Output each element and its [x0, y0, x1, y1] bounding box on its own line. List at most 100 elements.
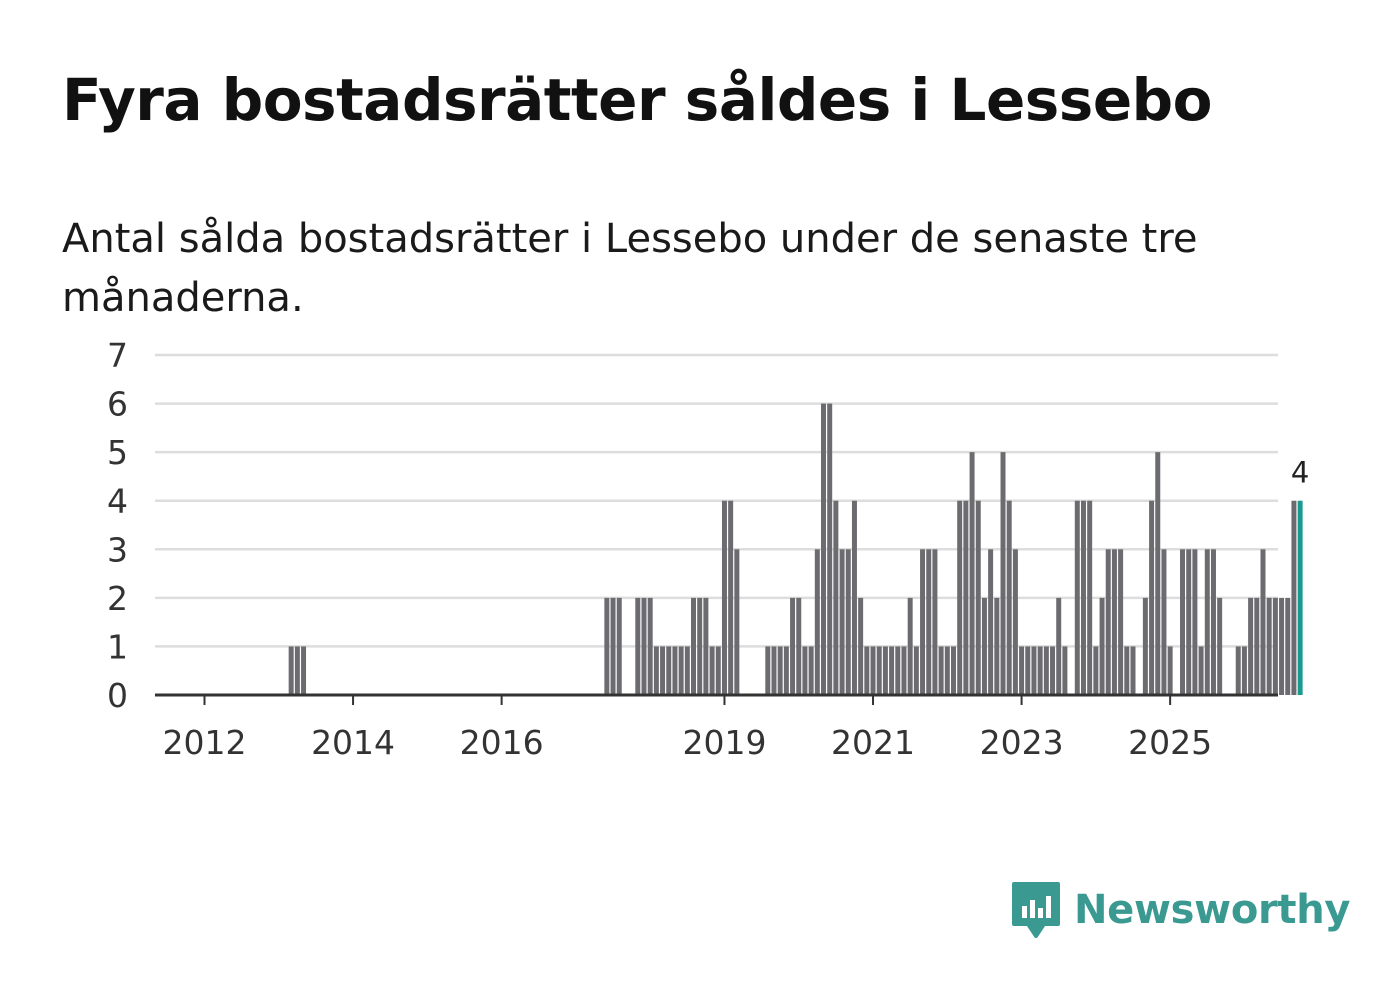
bar	[301, 646, 307, 695]
bar	[1291, 500, 1297, 695]
bar	[1260, 549, 1266, 695]
chart-subtitle: Antal sålda bostadsrätter i Lessebo unde…	[62, 216, 1198, 321]
bar	[944, 646, 950, 695]
bar	[678, 646, 684, 695]
y-tick-label: 6	[107, 385, 128, 424]
x-axis: 2012 2014 2016 2019 2021 2023 2025	[155, 693, 1278, 762]
x-tick-label: 2019	[682, 723, 766, 762]
bar	[734, 549, 740, 695]
highlight-value-label: 4	[1291, 456, 1309, 490]
bar	[1198, 646, 1204, 695]
bar	[294, 646, 300, 695]
bar	[641, 597, 647, 695]
bar	[1099, 597, 1105, 695]
y-axis: 0 1 2 3 4 5 6 7	[107, 336, 128, 715]
bar	[666, 646, 672, 695]
bar	[889, 646, 895, 695]
bar	[951, 646, 956, 695]
bars	[288, 403, 1303, 695]
bar	[1111, 549, 1117, 695]
bar	[1248, 597, 1254, 695]
data-labels: 4	[1291, 456, 1309, 490]
bar	[1192, 549, 1198, 695]
bar	[653, 646, 659, 695]
x-tick-label: 2021	[831, 723, 915, 762]
bar	[1080, 500, 1086, 695]
bar	[994, 597, 1000, 695]
bar	[288, 646, 294, 695]
brand-name: Newsworthy	[1074, 887, 1351, 933]
bar	[1161, 549, 1167, 695]
bar	[920, 549, 926, 695]
bar	[790, 597, 796, 695]
bar	[1285, 597, 1291, 695]
bar	[616, 597, 622, 695]
x-tick-label: 2014	[311, 723, 395, 762]
bar	[1050, 646, 1056, 695]
bar	[672, 646, 678, 695]
bar	[932, 549, 938, 695]
bar	[1062, 646, 1068, 695]
bar	[1241, 646, 1247, 695]
x-tick-label: 2023	[980, 723, 1064, 762]
x-tick-label: 2016	[460, 723, 544, 762]
bar	[709, 646, 715, 695]
bar	[1167, 646, 1173, 695]
bar	[1012, 549, 1018, 695]
bar	[1031, 646, 1037, 695]
bar	[926, 549, 932, 695]
bar	[728, 500, 734, 695]
bar	[833, 500, 839, 695]
bar	[771, 646, 777, 695]
bar	[808, 646, 814, 695]
bar	[1056, 597, 1062, 695]
bar	[802, 646, 808, 695]
bar	[858, 597, 864, 695]
bar	[1006, 500, 1012, 695]
bar	[1118, 549, 1124, 695]
bar	[1272, 597, 1278, 695]
bar	[765, 646, 771, 695]
bar	[1105, 549, 1111, 695]
bar	[1074, 500, 1080, 695]
bar	[988, 549, 994, 695]
bar	[895, 646, 901, 695]
bar	[981, 597, 987, 695]
bar	[901, 646, 907, 695]
brand-logo: Newsworthy	[1010, 878, 1351, 942]
bar-highlight	[1297, 500, 1303, 695]
newsworthy-logo-icon	[1012, 882, 1060, 938]
bar	[882, 646, 888, 695]
bar	[1019, 646, 1025, 695]
bar	[876, 646, 882, 695]
y-tick-label: 4	[107, 482, 128, 521]
y-tick-label: 7	[107, 336, 128, 375]
bar	[1043, 646, 1049, 695]
bar	[610, 597, 616, 695]
bar	[777, 646, 783, 695]
bar	[845, 549, 851, 695]
y-tick-label: 1	[107, 627, 128, 666]
bar	[1149, 500, 1155, 695]
bar	[1210, 549, 1216, 695]
bar	[913, 646, 919, 695]
chart-title: Fyra bostadsrätter såldes i Lessebo	[62, 66, 1213, 134]
bar	[957, 500, 963, 695]
bar	[604, 597, 610, 695]
bar	[975, 500, 981, 695]
bar	[1093, 646, 1099, 695]
bar	[839, 549, 845, 695]
bar	[870, 646, 876, 695]
bar	[691, 597, 696, 695]
bar	[969, 452, 975, 695]
y-tick-label: 2	[107, 579, 128, 618]
bar	[1000, 452, 1006, 695]
y-tick-label: 3	[107, 530, 128, 569]
bar	[721, 500, 727, 695]
bar	[660, 646, 666, 695]
bar	[684, 646, 690, 695]
bar	[697, 597, 703, 695]
y-tick-label: 5	[107, 433, 128, 472]
bar	[821, 403, 826, 695]
bar	[703, 597, 709, 695]
